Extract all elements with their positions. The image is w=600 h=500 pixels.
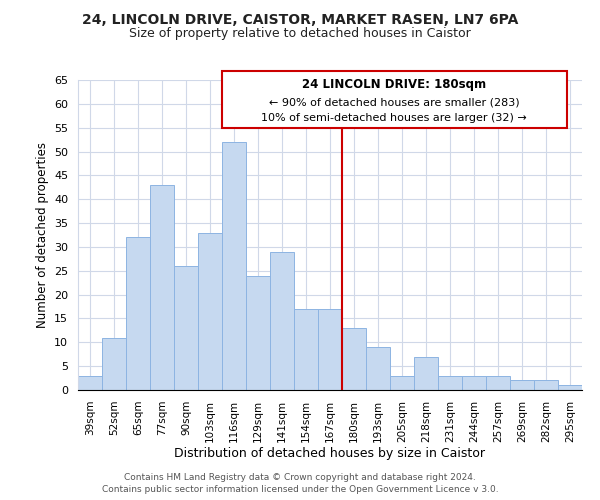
Text: 24, LINCOLN DRIVE, CAISTOR, MARKET RASEN, LN7 6PA: 24, LINCOLN DRIVE, CAISTOR, MARKET RASEN…	[82, 12, 518, 26]
Bar	[198, 232, 222, 390]
Text: ← 90% of detached houses are smaller (283): ← 90% of detached houses are smaller (28…	[269, 97, 520, 107]
Bar	[318, 309, 342, 390]
Bar	[246, 276, 270, 390]
Bar	[462, 376, 486, 390]
Bar	[78, 376, 102, 390]
Bar	[102, 338, 126, 390]
Bar	[510, 380, 534, 390]
Bar	[414, 356, 438, 390]
Bar	[486, 376, 510, 390]
Bar	[558, 385, 582, 390]
X-axis label: Distribution of detached houses by size in Caistor: Distribution of detached houses by size …	[175, 448, 485, 460]
Text: Size of property relative to detached houses in Caistor: Size of property relative to detached ho…	[129, 28, 471, 40]
Bar	[150, 185, 174, 390]
Y-axis label: Number of detached properties: Number of detached properties	[35, 142, 49, 328]
Bar	[270, 252, 294, 390]
Text: Contains HM Land Registry data © Crown copyright and database right 2024.: Contains HM Land Registry data © Crown c…	[124, 472, 476, 482]
Bar	[294, 309, 318, 390]
Text: 24 LINCOLN DRIVE: 180sqm: 24 LINCOLN DRIVE: 180sqm	[302, 78, 487, 92]
Text: Contains public sector information licensed under the Open Government Licence v : Contains public sector information licen…	[101, 485, 499, 494]
Bar	[366, 347, 390, 390]
Bar	[126, 238, 150, 390]
Text: 10% of semi-detached houses are larger (32) →: 10% of semi-detached houses are larger (…	[262, 112, 527, 122]
Bar	[534, 380, 558, 390]
FancyBboxPatch shape	[221, 70, 567, 128]
Bar	[174, 266, 198, 390]
Bar	[222, 142, 246, 390]
Bar	[342, 328, 366, 390]
Bar	[390, 376, 414, 390]
Bar	[438, 376, 462, 390]
